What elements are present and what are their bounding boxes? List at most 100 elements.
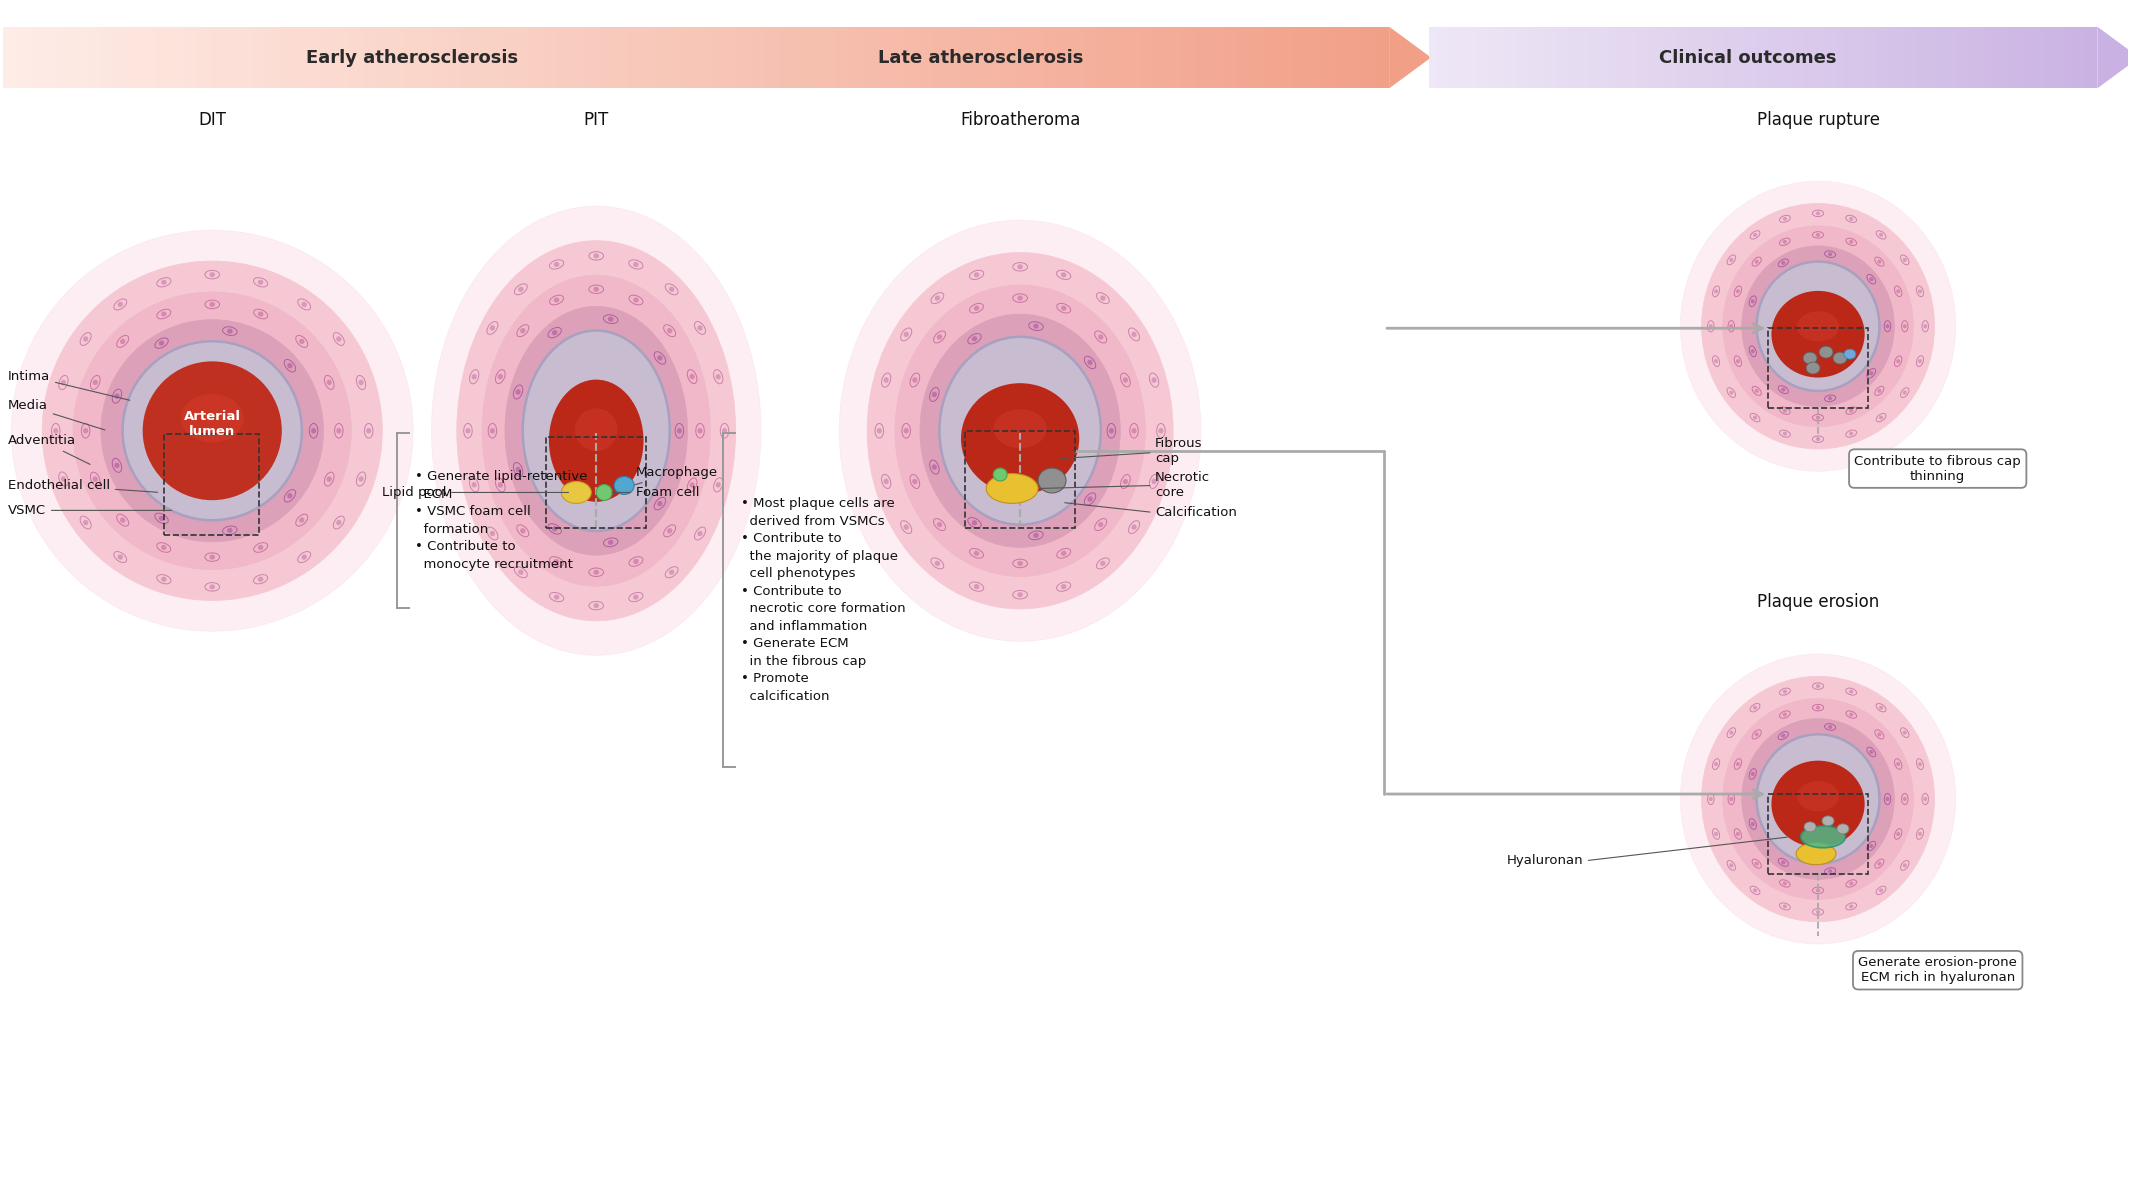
Ellipse shape — [654, 352, 665, 365]
Polygon shape — [1609, 27, 1615, 88]
Polygon shape — [1750, 27, 1756, 88]
Polygon shape — [752, 27, 765, 88]
Ellipse shape — [1880, 232, 1884, 237]
Ellipse shape — [1886, 324, 1890, 328]
Ellipse shape — [1816, 725, 1820, 729]
Ellipse shape — [311, 428, 315, 433]
Ellipse shape — [1918, 359, 1922, 363]
Polygon shape — [1029, 27, 1042, 88]
Polygon shape — [1334, 27, 1347, 88]
Ellipse shape — [629, 592, 644, 602]
Ellipse shape — [910, 474, 921, 489]
Polygon shape — [1871, 27, 1877, 88]
Ellipse shape — [300, 555, 307, 559]
Ellipse shape — [258, 577, 264, 582]
Ellipse shape — [1873, 286, 1882, 295]
Ellipse shape — [592, 316, 599, 321]
Polygon shape — [322, 27, 335, 88]
Polygon shape — [2024, 27, 2031, 88]
Ellipse shape — [1903, 730, 1907, 735]
Ellipse shape — [60, 472, 68, 486]
Ellipse shape — [471, 374, 477, 380]
Polygon shape — [571, 27, 586, 88]
Ellipse shape — [548, 328, 563, 339]
Ellipse shape — [499, 374, 503, 379]
Ellipse shape — [631, 328, 644, 339]
Ellipse shape — [1012, 321, 1027, 330]
Ellipse shape — [676, 428, 682, 433]
Ellipse shape — [158, 309, 170, 319]
Ellipse shape — [296, 478, 303, 484]
Polygon shape — [1236, 27, 1251, 88]
Ellipse shape — [1756, 360, 1760, 365]
Text: Contribute to fibrous cap
thinning: Contribute to fibrous cap thinning — [1854, 454, 2020, 483]
Ellipse shape — [1867, 841, 1875, 851]
Ellipse shape — [554, 297, 558, 302]
Ellipse shape — [1869, 844, 1873, 848]
Ellipse shape — [205, 526, 219, 535]
Ellipse shape — [1159, 428, 1164, 433]
Polygon shape — [183, 27, 196, 88]
Ellipse shape — [1850, 262, 1854, 266]
Ellipse shape — [1779, 880, 1790, 887]
Ellipse shape — [1880, 706, 1884, 709]
Ellipse shape — [119, 374, 130, 387]
Ellipse shape — [228, 328, 232, 334]
Ellipse shape — [1061, 584, 1066, 589]
Ellipse shape — [1884, 321, 1890, 332]
Ellipse shape — [294, 374, 305, 387]
Polygon shape — [1085, 27, 1097, 88]
Ellipse shape — [162, 280, 166, 284]
Ellipse shape — [1833, 352, 1848, 365]
Ellipse shape — [1151, 378, 1157, 382]
Ellipse shape — [1897, 359, 1901, 363]
Ellipse shape — [1735, 356, 1741, 367]
Ellipse shape — [938, 372, 948, 385]
Ellipse shape — [656, 500, 663, 506]
Ellipse shape — [1805, 822, 1816, 832]
Ellipse shape — [1132, 428, 1136, 433]
Ellipse shape — [1845, 880, 1856, 887]
Ellipse shape — [1707, 321, 1713, 332]
Polygon shape — [266, 27, 279, 88]
Ellipse shape — [550, 592, 565, 602]
Ellipse shape — [631, 523, 644, 533]
Ellipse shape — [597, 485, 612, 500]
Ellipse shape — [258, 312, 264, 316]
Ellipse shape — [1129, 424, 1138, 438]
Ellipse shape — [629, 260, 644, 269]
Ellipse shape — [222, 526, 237, 535]
Ellipse shape — [324, 375, 335, 389]
Polygon shape — [433, 27, 445, 88]
Ellipse shape — [1784, 904, 1788, 909]
Polygon shape — [58, 27, 72, 88]
Ellipse shape — [552, 526, 558, 531]
Ellipse shape — [254, 575, 269, 584]
Polygon shape — [1374, 27, 1389, 88]
Ellipse shape — [1151, 479, 1157, 484]
Ellipse shape — [143, 361, 281, 500]
Polygon shape — [1831, 27, 1837, 88]
Ellipse shape — [1752, 386, 1760, 395]
Polygon shape — [1809, 27, 1816, 88]
Ellipse shape — [72, 291, 352, 570]
Ellipse shape — [720, 424, 729, 438]
Ellipse shape — [113, 458, 121, 472]
Ellipse shape — [1100, 560, 1106, 566]
Ellipse shape — [972, 337, 978, 342]
Ellipse shape — [1123, 479, 1127, 484]
Polygon shape — [1624, 27, 1630, 88]
Ellipse shape — [1813, 887, 1824, 893]
Ellipse shape — [1061, 306, 1066, 310]
Ellipse shape — [1747, 324, 1752, 328]
Ellipse shape — [936, 560, 940, 566]
Ellipse shape — [548, 523, 563, 533]
Ellipse shape — [258, 280, 264, 284]
Ellipse shape — [520, 368, 531, 381]
Polygon shape — [1743, 27, 1750, 88]
Ellipse shape — [119, 517, 126, 523]
Ellipse shape — [209, 555, 215, 559]
Ellipse shape — [298, 299, 311, 310]
Ellipse shape — [588, 315, 603, 323]
Ellipse shape — [90, 472, 100, 486]
